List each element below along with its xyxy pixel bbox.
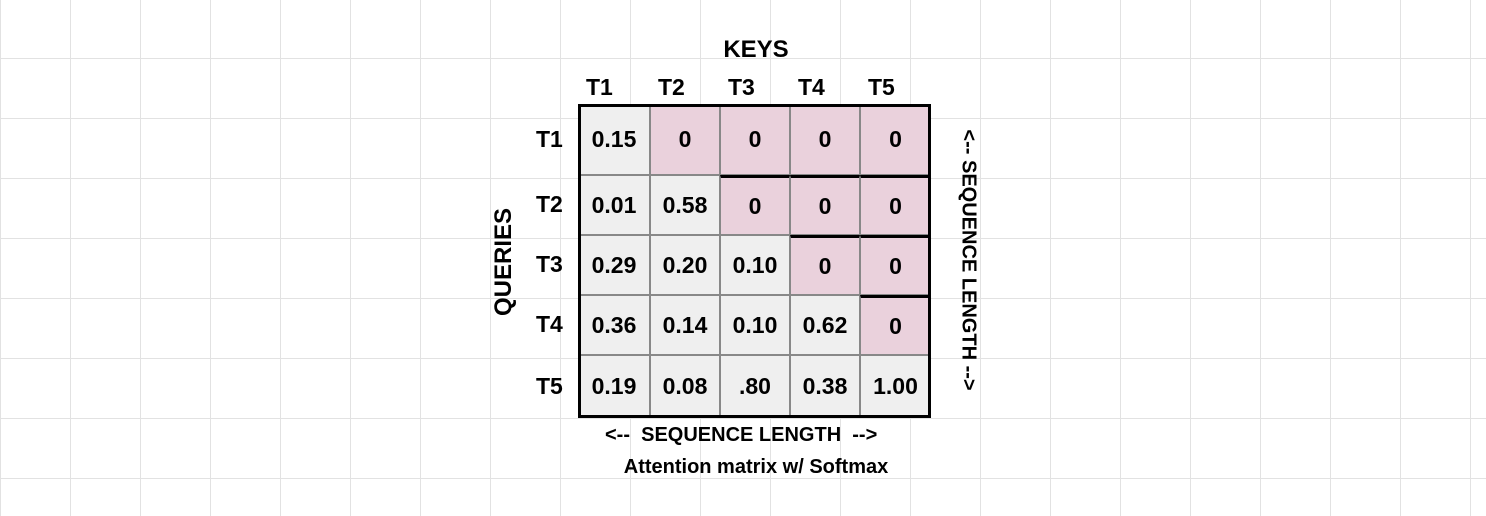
matrix-cell-r5-c4: 0.38	[790, 355, 860, 418]
matrix-cell-r4-c4: 0.62	[790, 295, 860, 355]
queries-title: QUERIES	[490, 207, 517, 317]
matrix-cell-r5-c1: 0.19	[578, 355, 650, 418]
matrix-cell-r2-c3: 0	[720, 175, 790, 235]
sequence-length-vertical-label: <-- SEQUENCE LENGTH -->	[957, 129, 980, 391]
row-label-t1: T1	[536, 125, 563, 152]
matrix-cell-r1-c1: 0.15	[578, 104, 650, 175]
matrix-cell-r3-c3: 0.10	[720, 235, 790, 295]
matrix-cell-r4-c5: 0	[860, 295, 931, 355]
matrix-cell-r2-c2: 0.58	[650, 175, 720, 235]
matrix-cell-r1-c2: 0	[650, 104, 720, 175]
row-label-t3: T3	[536, 251, 563, 277]
matrix-cell-r3-c1: 0.29	[578, 235, 650, 295]
matrix-cell-r4-c2: 0.14	[650, 295, 720, 355]
column-label-t5: T5	[868, 74, 895, 100]
keys-title: KEYS	[723, 36, 789, 63]
matrix-cell-r4-c1: 0.36	[578, 295, 650, 355]
sequence-length-horizontal-label: <-- SEQUENCE LENGTH -->	[605, 424, 878, 446]
matrix-cell-r1-c5: 0	[860, 104, 931, 175]
matrix-cell-r2-c5: 0	[860, 175, 931, 235]
matrix-cell-r2-c4: 0	[790, 175, 860, 235]
column-label-t1: T1	[586, 74, 613, 100]
caption: Attention matrix w/ Softmax	[623, 456, 889, 478]
matrix-cell-r1-c4: 0	[790, 104, 860, 175]
matrix-cell-r3-c2: 0.20	[650, 235, 720, 295]
matrix-cell-r5-c3: .80	[720, 355, 790, 418]
column-label-t3: T3	[728, 74, 755, 100]
matrix-cell-r2-c1: 0.01	[578, 175, 650, 235]
matrix-cell-r4-c3: 0.10	[720, 295, 790, 355]
column-label-t2: T2	[658, 74, 685, 100]
matrix-cell-r5-c5: 1.00	[860, 355, 931, 418]
row-label-t4: T4	[536, 311, 563, 337]
row-label-t2: T2	[536, 191, 563, 217]
matrix-cell-r1-c3: 0	[720, 104, 790, 175]
matrix-cell-r5-c2: 0.08	[650, 355, 720, 418]
matrix-cell-r3-c5: 0	[860, 235, 931, 295]
column-label-t4: T4	[798, 74, 825, 100]
row-label-t5: T5	[536, 372, 563, 399]
matrix-cell-r3-c4: 0	[790, 235, 860, 295]
